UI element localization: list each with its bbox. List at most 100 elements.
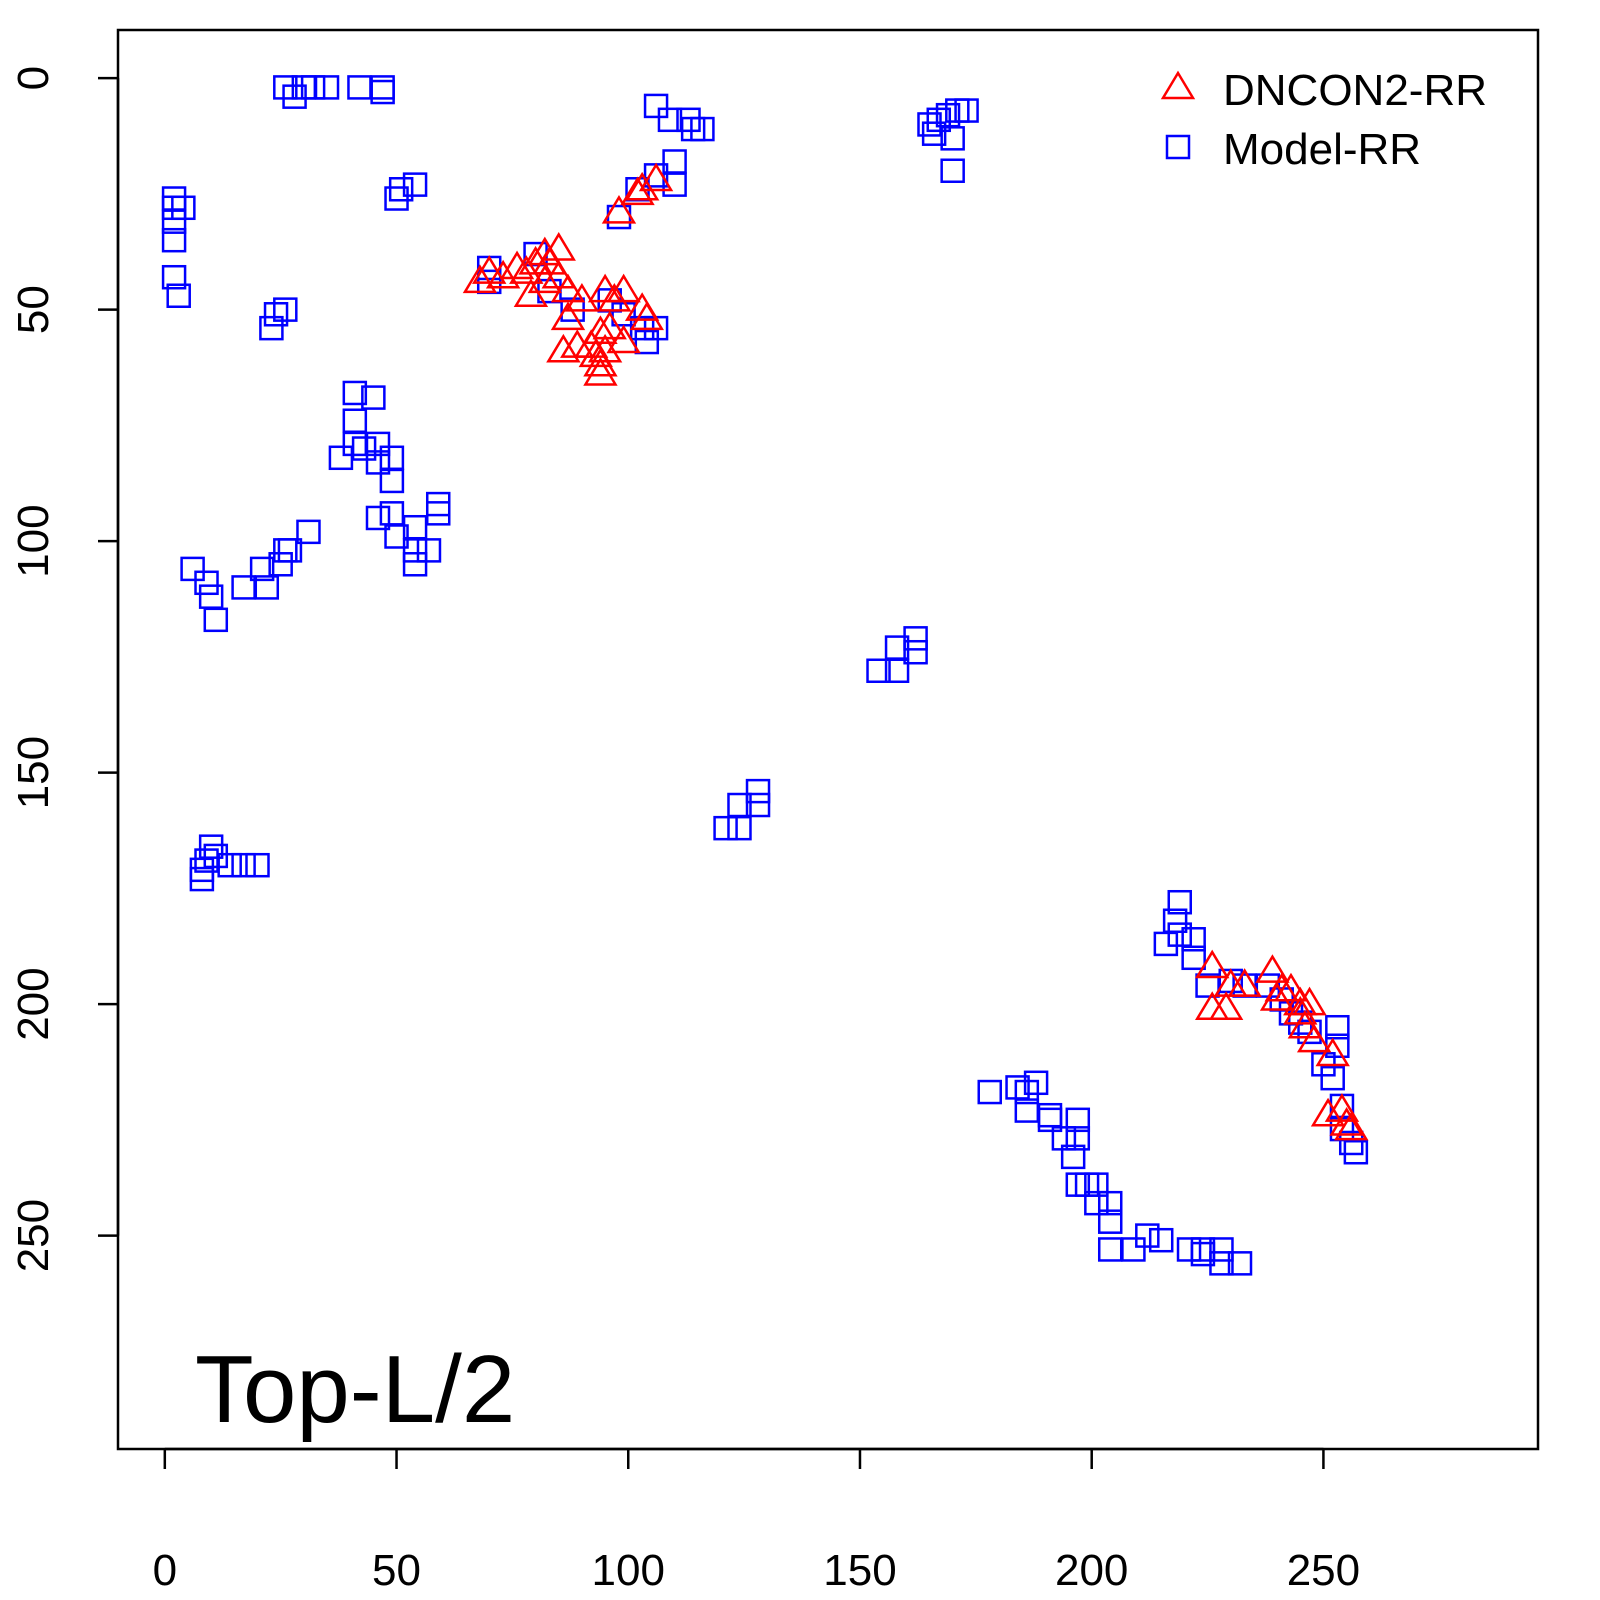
- model-rr-point: [1023, 1070, 1049, 1096]
- dncon2-rr-point: [462, 264, 498, 294]
- x-tick-label: 250: [1287, 1546, 1360, 1595]
- dncon2-rr-point: [564, 282, 600, 312]
- model-rr-point: [379, 501, 405, 526]
- y-tick-label: 0: [9, 66, 58, 90]
- model-rr-point: [1121, 1237, 1146, 1262]
- dncon2-rr-point: [1310, 1097, 1346, 1127]
- dncon2-rr-point: [1283, 995, 1318, 1025]
- y-tick-label: 50: [9, 285, 58, 334]
- model-rr-point: [365, 450, 391, 475]
- dncon2-rr-point: [601, 194, 637, 224]
- x-tick-label: 0: [153, 1546, 177, 1595]
- model-rr-point: [203, 843, 229, 869]
- plot-marks: [161, 75, 1369, 1276]
- model-rr-point: [361, 385, 386, 410]
- model-rr-point: [273, 538, 298, 563]
- y-tick-label: 200: [9, 967, 58, 1040]
- model-rr-point: [977, 1079, 1002, 1105]
- model-rr-point: [282, 84, 307, 109]
- model-rr-point: [273, 297, 298, 322]
- model-rr-point: [171, 195, 196, 221]
- model-rr-point: [189, 857, 215, 883]
- model-rr-point: [690, 116, 715, 142]
- model-rr-point: [1181, 945, 1206, 971]
- dncon2-rr-point: [550, 301, 586, 331]
- model-rr-point: [198, 584, 224, 609]
- model-rr-point: [314, 75, 340, 100]
- dncon2-rr-point: [1329, 1107, 1364, 1136]
- model-rr-point: [1167, 922, 1193, 947]
- dncon2-rr-point: [1273, 972, 1309, 1002]
- x-axis: 0 50 100 150 200 250: [153, 1447, 1360, 1595]
- dncon2-rr-point: [1296, 1023, 1332, 1053]
- model-rr-point: [402, 538, 428, 563]
- model-rr-point: [1084, 1190, 1109, 1216]
- model-rr-point: [249, 556, 275, 582]
- model-rr-point: [1065, 1126, 1091, 1151]
- legend-label-model-rr: Model-RR: [1223, 125, 1421, 174]
- dncon2-rr-point: [1208, 991, 1244, 1020]
- model-rr-point: [384, 186, 409, 211]
- model-rr-point: [1065, 1107, 1091, 1133]
- model-rr-point: [1209, 1251, 1234, 1276]
- dncon2-rr-point: [546, 333, 581, 363]
- dncon2-rr-point: [541, 232, 576, 261]
- model-rr-point: [1190, 1241, 1216, 1267]
- model-rr-point: [1148, 1227, 1174, 1253]
- model-rr-point: [940, 126, 965, 151]
- model-rr-point: [161, 195, 187, 221]
- model-rr-point: [1209, 1237, 1234, 1262]
- dncon2-rr-point: [513, 278, 549, 307]
- y-tick-label: 150: [9, 736, 58, 809]
- model-rr-point: [1060, 1144, 1086, 1170]
- model-rr-point: [1135, 1223, 1160, 1248]
- model-rr-point: [161, 209, 187, 234]
- legend-triangle-icon: [1160, 70, 1196, 100]
- model-rr-point: [926, 107, 952, 133]
- model-rr-point: [384, 524, 409, 549]
- model-rr-point: [180, 556, 205, 582]
- dncon2-rr-point: [509, 255, 544, 284]
- dncon2-rr-point: [1227, 968, 1262, 997]
- model-rr-point: [203, 607, 229, 633]
- model-rr-point: [1097, 1209, 1123, 1234]
- legend-label-dncon2-rr: DNCON2-RR: [1223, 66, 1487, 115]
- model-rr-point: [727, 792, 752, 818]
- model-rr-point: [1176, 1237, 1202, 1262]
- model-rr-point: [903, 639, 928, 665]
- model-rr-point: [676, 107, 701, 133]
- model-rr-point: [388, 177, 414, 202]
- dncon2-rr-point: [638, 162, 674, 192]
- model-rr-point: [231, 852, 256, 878]
- y-tick-label: 250: [9, 1199, 58, 1272]
- dncon2-rr-point: [624, 171, 660, 201]
- model-rr-point: [643, 93, 669, 119]
- model-rr-point: [662, 172, 687, 197]
- dncon2-rr-point: [1324, 1093, 1360, 1122]
- x-tick-label: 100: [592, 1546, 665, 1595]
- dncon2-rr-point: [629, 301, 665, 331]
- model-rr-point: [940, 158, 965, 183]
- model-rr-point: [296, 519, 321, 545]
- model-rr-point: [1097, 1237, 1123, 1262]
- dncon2-rr-point: [620, 176, 655, 206]
- model-rr-point: [903, 626, 928, 651]
- model-rr-point: [1037, 1102, 1063, 1128]
- model-rr-point: [1051, 1126, 1077, 1151]
- dncon2-rr-point: [1292, 986, 1327, 1016]
- model-rr-point: [416, 538, 442, 563]
- model-rr-point: [634, 329, 660, 355]
- model-rr-point: [259, 315, 284, 341]
- model-rr-point: [379, 468, 405, 494]
- model-rr-point: [425, 501, 451, 526]
- model-rr-point: [1338, 1130, 1364, 1156]
- model-rr-point: [884, 635, 910, 660]
- model-rr-point: [254, 575, 280, 600]
- model-rr-point: [351, 436, 377, 461]
- model-rr-point: [727, 815, 752, 841]
- dncon2-rr-point: [606, 324, 641, 354]
- model-rr-point: [245, 852, 270, 878]
- dncon2-rr-point: [1287, 1009, 1323, 1039]
- model-rr-point: [268, 552, 293, 577]
